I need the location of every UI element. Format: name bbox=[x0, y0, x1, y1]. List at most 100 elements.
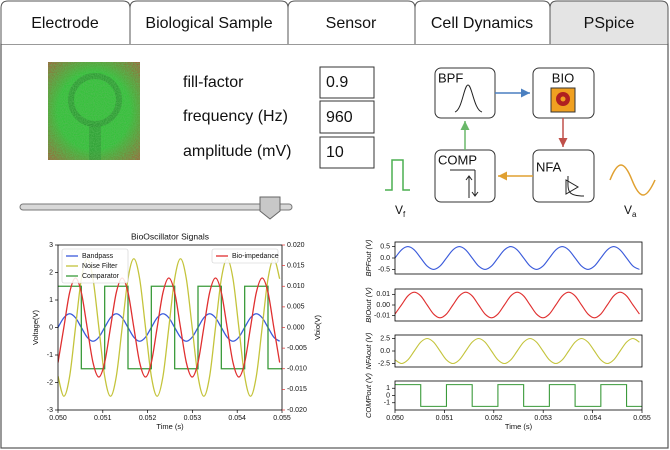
x-axis-label: Time (s) bbox=[505, 422, 533, 431]
y-tick-label: 1 bbox=[386, 385, 390, 392]
comp-icon bbox=[450, 169, 479, 198]
tab-label[interactable]: PSpice bbox=[584, 15, 635, 32]
pulse-icon bbox=[385, 159, 410, 191]
y-axis-label: BPFout (V) bbox=[364, 239, 373, 277]
input-value[interactable]: 0.9 bbox=[326, 74, 348, 91]
x-tick-label: 0.054 bbox=[584, 415, 602, 422]
series-line bbox=[58, 285, 282, 370]
y-tick-label: -1 bbox=[384, 400, 390, 407]
y-axis-label: BIOout (V) bbox=[364, 287, 373, 323]
tab-label[interactable]: Biological Sample bbox=[145, 15, 272, 32]
y2-axis-label: Vbio(V) bbox=[313, 314, 322, 340]
electrode-image bbox=[48, 62, 140, 160]
x-tick-label: 0.051 bbox=[436, 415, 454, 422]
legend-box bbox=[61, 248, 129, 284]
field-label: amplitude (mV) bbox=[183, 143, 291, 160]
tab-label[interactable]: Sensor bbox=[326, 15, 377, 32]
series-line bbox=[395, 291, 640, 319]
y-tick-label: 3 bbox=[49, 242, 53, 249]
y-tick-label: 0.01 bbox=[376, 291, 390, 298]
x-tick-label: 0.053 bbox=[184, 415, 202, 422]
legend-label: Bio-impedance bbox=[232, 253, 279, 260]
line-chart: -0.5 0.0 0.5 BPFout (V) bbox=[364, 239, 643, 277]
text-input[interactable] bbox=[319, 136, 375, 169]
bandpass-icon bbox=[454, 84, 483, 113]
tab-label[interactable]: Cell Dynamics bbox=[431, 15, 533, 32]
y-tick-label: 0 bbox=[49, 324, 53, 331]
y-tick-label: 0.00 bbox=[376, 302, 390, 309]
y-tick-label: 0.0 bbox=[380, 255, 390, 262]
block bbox=[532, 149, 595, 203]
y-axis-label: NFAout (V) bbox=[364, 332, 373, 369]
tab-active[interactable] bbox=[549, 0, 669, 44]
tab[interactable] bbox=[129, 0, 289, 44]
signal-subscript: a bbox=[632, 210, 637, 219]
y2-tick-label: -0.020 bbox=[287, 407, 307, 414]
signal-symbol: V bbox=[395, 203, 403, 217]
legend-box bbox=[211, 248, 279, 264]
sine-icon bbox=[609, 164, 656, 196]
tab-bar: Electrode Biological Sample Sensor Cell … bbox=[0, 0, 669, 44]
input-value[interactable]: 10 bbox=[326, 144, 344, 161]
y2-tick-label: 0.000 bbox=[287, 324, 305, 331]
text-input[interactable] bbox=[319, 66, 375, 99]
y2-tick-label: 0.020 bbox=[287, 242, 305, 249]
y-tick-label: -0.01 bbox=[374, 313, 390, 320]
field-label: frequency (Hz) bbox=[183, 108, 288, 125]
tab[interactable] bbox=[414, 0, 551, 44]
series-line bbox=[395, 337, 640, 365]
slider-thumb[interactable] bbox=[259, 196, 281, 220]
x-tick-label: 0.055 bbox=[633, 415, 651, 422]
block-label: BIO bbox=[552, 70, 574, 85]
input-value[interactable]: 960 bbox=[326, 109, 353, 126]
series-line bbox=[58, 277, 281, 378]
tab-label[interactable]: Electrode bbox=[31, 15, 99, 32]
y2-tick-label: -0.005 bbox=[287, 345, 307, 352]
x-tick-label: 0.055 bbox=[273, 415, 291, 422]
series-line bbox=[58, 258, 281, 397]
series-line bbox=[395, 384, 642, 407]
y-tick-label: -2 bbox=[47, 379, 53, 386]
y-tick-label: 0.0 bbox=[380, 348, 390, 355]
nfa-icon bbox=[567, 175, 585, 197]
series-line bbox=[58, 313, 281, 342]
legend-label: Comparator bbox=[82, 273, 120, 280]
slider-track[interactable] bbox=[19, 203, 293, 211]
block-diagram: BPF BIO COMP NFA V f V a bbox=[385, 67, 656, 219]
legend-label: Bandpass bbox=[82, 253, 114, 260]
y-tick-label: 2.5 bbox=[380, 335, 390, 342]
text-input[interactable] bbox=[319, 100, 375, 134]
x-tick-label: 0.054 bbox=[228, 415, 246, 422]
parameter-form: fill-factor frequency (Hz) amplitude (mV… bbox=[183, 66, 375, 169]
y-tick-label: 0 bbox=[386, 392, 390, 399]
y-axis-label: COMPout (V) bbox=[364, 372, 373, 418]
y2-tick-label: -0.015 bbox=[287, 386, 307, 393]
tab[interactable] bbox=[0, 0, 131, 44]
signal-symbol: V bbox=[624, 203, 632, 217]
block-label: NFA bbox=[536, 159, 562, 174]
x-axis-label: Time (s) bbox=[156, 422, 184, 431]
y-tick-label: 2 bbox=[49, 269, 53, 276]
y2-tick-label: -0.010 bbox=[287, 366, 307, 373]
x-tick-label: 0.050 bbox=[49, 415, 67, 422]
y-axis-label: Voltage(V) bbox=[31, 309, 40, 345]
x-tick-label: 0.051 bbox=[94, 415, 112, 422]
x-tick-label: 0.052 bbox=[485, 415, 503, 422]
y-tick-label: -2.5 bbox=[378, 360, 390, 367]
line-chart: 0.050 0.051 0.052 0.053 0.054 0.055 -3 -2 -1 0 1 2 3… bbox=[31, 231, 322, 431]
x-tick-label: 0.052 bbox=[139, 415, 157, 422]
y-tick-label: -0.5 bbox=[378, 266, 390, 273]
y-tick-label: 0.5 bbox=[380, 243, 390, 250]
block-label: COMP bbox=[438, 152, 477, 167]
y-tick-label: -3 bbox=[47, 407, 53, 414]
y-tick-label: 1 bbox=[49, 297, 53, 304]
slider[interactable] bbox=[19, 196, 293, 220]
block-label: BPF bbox=[438, 70, 463, 85]
tab[interactable] bbox=[287, 0, 416, 44]
chart-title: BioOscillator Signals bbox=[131, 231, 209, 241]
nfa-icon bbox=[565, 179, 579, 195]
y2-tick-label: 0.005 bbox=[287, 304, 305, 311]
